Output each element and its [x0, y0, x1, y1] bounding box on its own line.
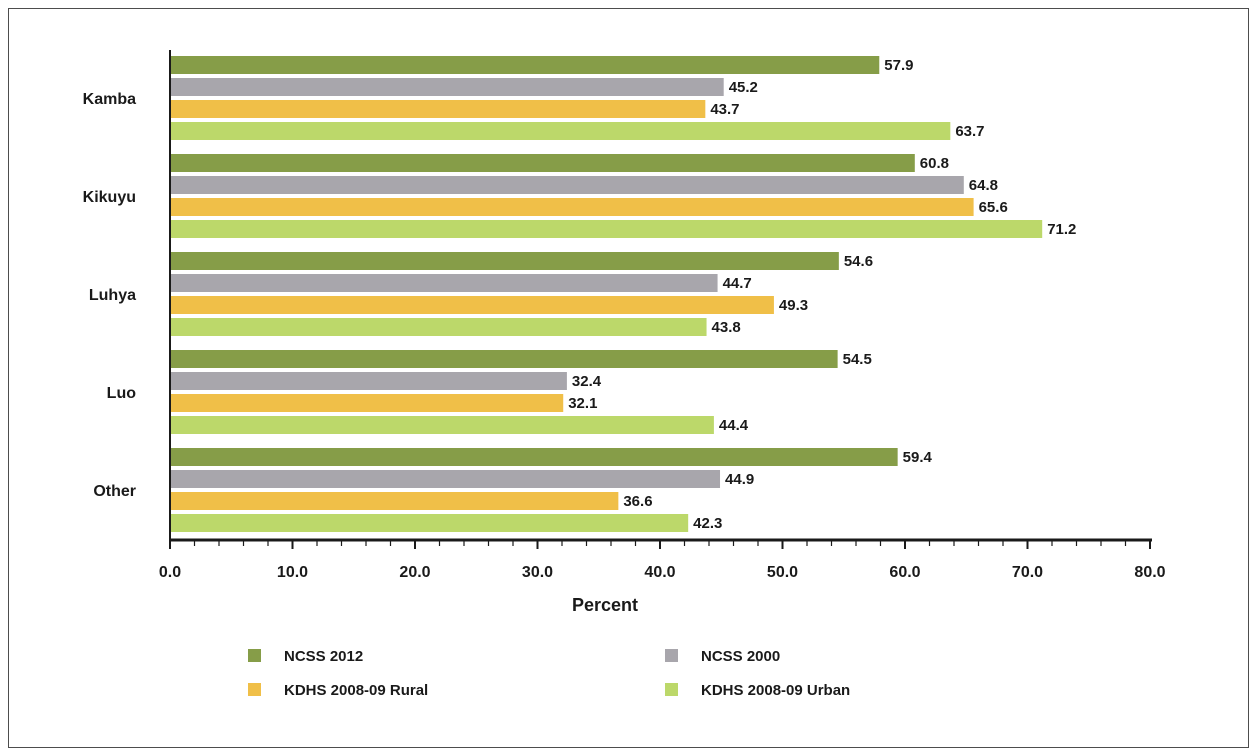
x-axis-title: Percent: [572, 595, 638, 615]
bar: [171, 416, 714, 434]
data-label: 71.2: [1047, 221, 1076, 238]
data-label: 42.3: [693, 515, 722, 532]
category-label: Other: [93, 483, 136, 500]
data-label: 54.5: [843, 351, 872, 368]
x-tick-label: 30.0: [522, 564, 553, 581]
legend-label: KDHS 2008-09 Urban: [701, 682, 850, 699]
bar: [171, 318, 707, 336]
data-label: 44.9: [725, 471, 754, 488]
category-label: Kamba: [83, 91, 136, 108]
data-label: 43.7: [710, 101, 739, 118]
data-label: 36.6: [623, 493, 652, 510]
bar: [171, 274, 718, 292]
bar: [171, 372, 567, 390]
data-label: 49.3: [779, 297, 808, 314]
bar: [171, 176, 964, 194]
bar: [171, 220, 1043, 238]
bar: [171, 100, 706, 118]
legend-swatch: [665, 683, 678, 696]
data-label: 32.4: [572, 373, 602, 390]
x-tick-label: 50.0: [767, 564, 798, 581]
bar: [171, 514, 689, 532]
legend-item: NCSS 2012: [248, 648, 363, 665]
bar-chart: 57.9 45.2 43.7 63.7 60.8 64.8 65.6 71.2 54.6 44.7…: [83, 50, 1166, 699]
bar: [171, 198, 974, 216]
bar: [171, 154, 915, 172]
legend-item: KDHS 2008-09 Urban: [665, 682, 850, 699]
plot-area: 57.9 45.2 43.7 63.7 60.8 64.8 65.6 71.2 54.6 44.7…: [171, 56, 1076, 532]
x-tick-label: 60.0: [889, 564, 920, 581]
bar: [171, 448, 898, 466]
x-tick-label: 10.0: [277, 564, 308, 581]
data-label: 65.6: [979, 199, 1008, 216]
x-tick-label: 80.0: [1134, 564, 1165, 581]
bar: [171, 296, 774, 314]
legend-item: KDHS 2008-09 Rural: [248, 682, 428, 699]
data-label: 59.4: [903, 449, 933, 466]
data-label: 63.7: [955, 123, 984, 140]
x-tick-label: 70.0: [1012, 564, 1043, 581]
bar: [171, 394, 564, 412]
x-tick-label: 20.0: [399, 564, 430, 581]
category-label: Kikuyu: [83, 189, 136, 206]
bar: [171, 350, 838, 368]
bar: [171, 492, 619, 510]
category-label: Luo: [107, 385, 137, 402]
legend-item: NCSS 2000: [665, 648, 780, 665]
data-label: 32.1: [568, 395, 597, 412]
bar: [171, 252, 839, 270]
data-label: 60.8: [920, 155, 949, 172]
data-label: 44.7: [723, 275, 752, 292]
legend-label: NCSS 2012: [284, 648, 363, 665]
data-label: 44.4: [719, 417, 749, 434]
bar: [171, 122, 951, 140]
legend-label: NCSS 2000: [701, 648, 780, 665]
data-label: 57.9: [884, 57, 913, 74]
legend-swatch: [248, 683, 261, 696]
y-axis: Kamba Kikuyu Luhya Luo Other: [83, 50, 171, 540]
legend-swatch: [248, 649, 261, 662]
bar: [171, 470, 721, 488]
bar: [171, 56, 880, 74]
data-label: 64.8: [969, 177, 998, 194]
category-label: Luhya: [89, 287, 136, 304]
data-label: 45.2: [729, 79, 758, 96]
x-axis: 0.0 10.0 20.0 30.0 40.0 50.0 60.0 70.0 80.0: [159, 538, 1166, 581]
legend-label: KDHS 2008-09 Rural: [284, 682, 428, 699]
data-label: 54.6: [844, 253, 873, 270]
bar: [171, 78, 724, 96]
x-tick-label: 0.0: [159, 564, 181, 581]
legend-swatch: [665, 649, 678, 662]
x-tick-label: 40.0: [644, 564, 675, 581]
data-label: 43.8: [712, 319, 741, 336]
legend: NCSS 2012 NCSS 2000 KDHS 2008-09 Rural KDHS…: [248, 648, 850, 699]
